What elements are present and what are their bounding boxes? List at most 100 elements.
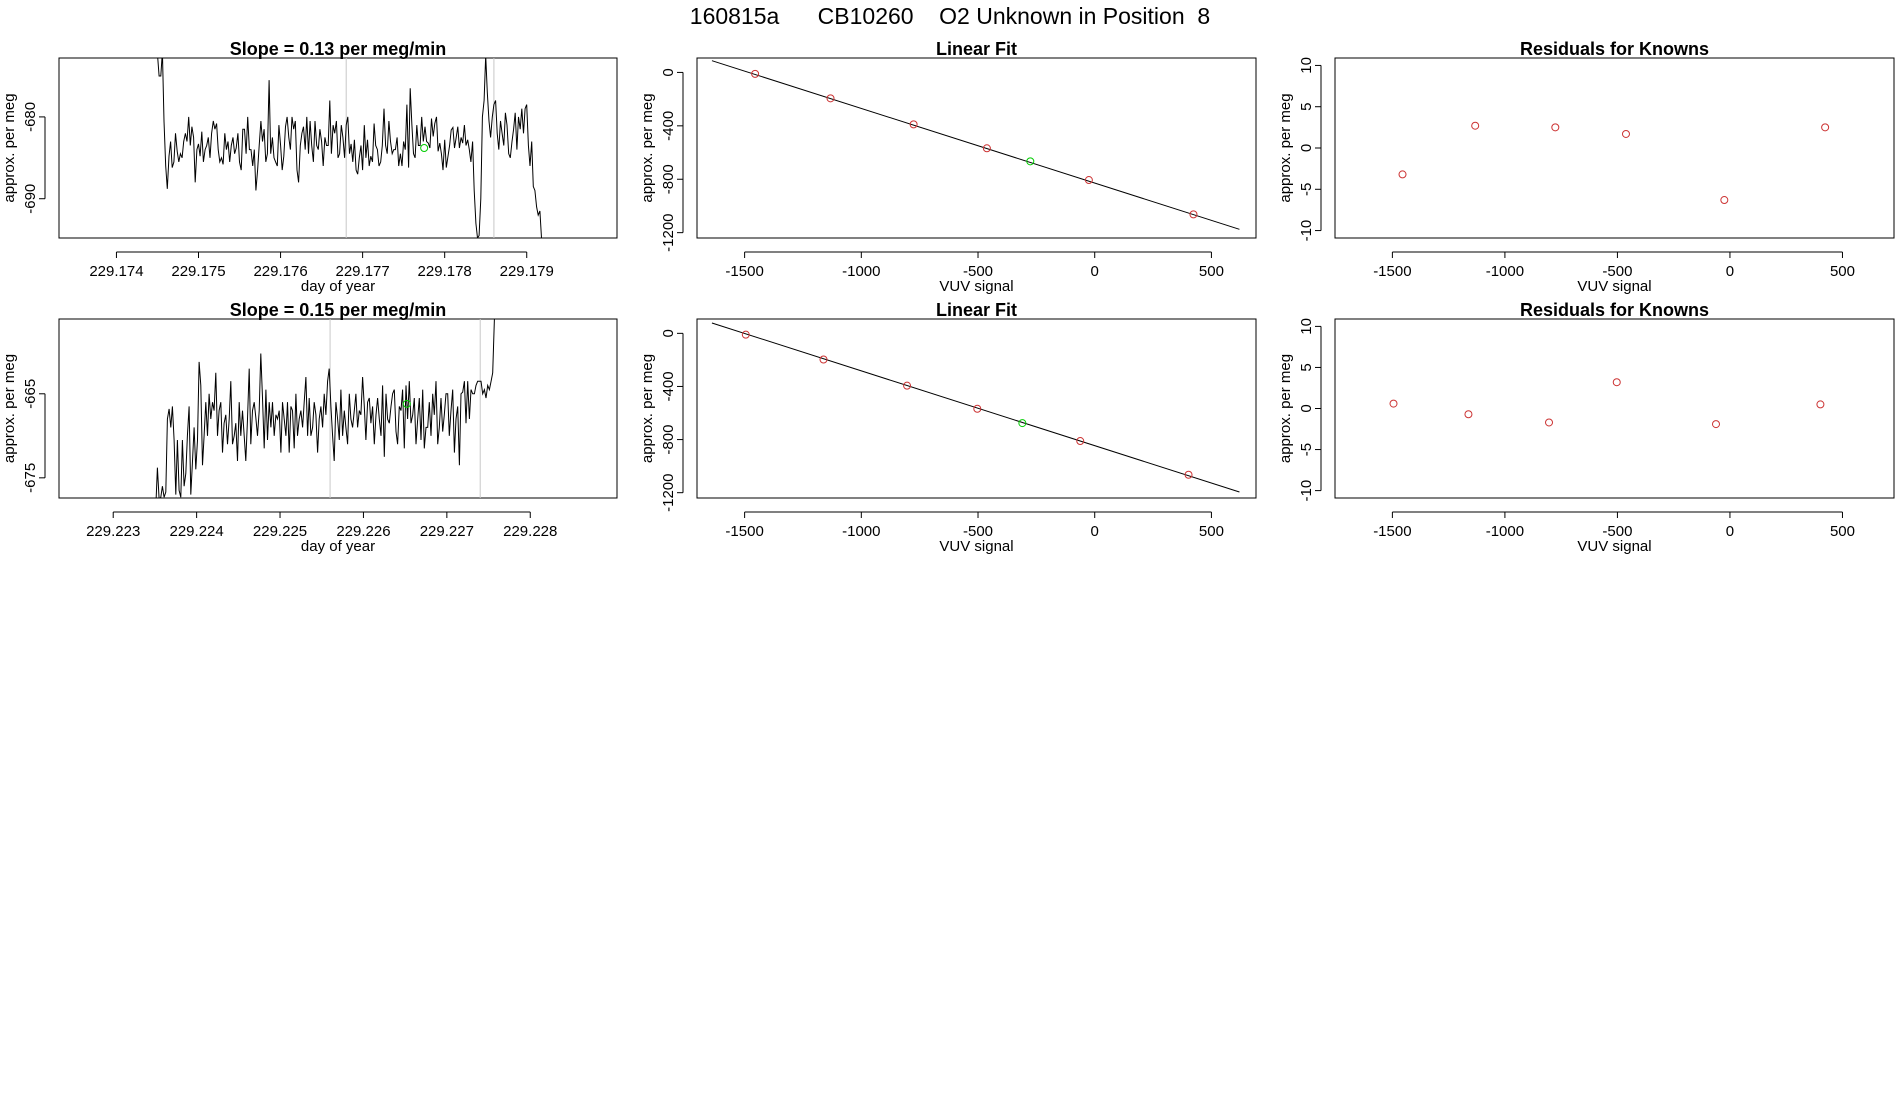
known-point: [1184, 470, 1193, 479]
x-tick-label: 229.224: [170, 523, 224, 540]
known-point: [1084, 176, 1093, 185]
y-tick-label: 0: [1298, 404, 1315, 412]
known-point: [982, 144, 991, 153]
x-tick-label: 229.226: [336, 523, 390, 540]
known-point: [903, 381, 912, 390]
known-point: [973, 404, 982, 413]
x-axis-label: VUV signal: [1577, 278, 1651, 295]
x-tick-label: -1500: [725, 263, 763, 280]
y-tick-label: -675: [22, 463, 39, 493]
y-tick-label: -10: [1298, 480, 1315, 502]
x-tick-label: -1000: [842, 523, 880, 540]
y-axis-label: approx. per meg: [1, 93, 18, 202]
plot-area: [711, 60, 1240, 230]
known-point: [1816, 400, 1825, 409]
known-point: [1720, 196, 1729, 205]
figure-title: 160815a CB10260 O2 Unknown in Position 8: [689, 3, 1211, 29]
known-point: [1398, 170, 1407, 179]
plot-area: [711, 322, 1240, 493]
panel-residuals-1: Residuals for Knowns -1500 -1000 -500 0 500 VU…: [1277, 39, 1895, 295]
x-tick-label: -1500: [725, 523, 763, 540]
x-tick-label: 0: [1726, 263, 1734, 280]
known-point: [1621, 129, 1630, 138]
panel-linear-fit-1: Linear Fit -1500 -1000 -500 0 500 VUV signal 0 -…: [639, 39, 1257, 295]
plot-area: [1398, 121, 1830, 205]
known-point: [1545, 418, 1554, 427]
panel-title: Linear Fit: [936, 300, 1017, 320]
fit-line: [711, 322, 1240, 493]
y-axis-label: approx. per meg: [639, 354, 656, 463]
x-tick-label: -500: [963, 523, 993, 540]
y-tick-label: -400: [660, 111, 677, 141]
y-axis-label: approx. per meg: [639, 93, 656, 202]
y-tick-label: -1200: [660, 474, 677, 512]
x-axis-label: VUV signal: [939, 278, 1013, 295]
y-tick-label: -5: [1298, 443, 1315, 456]
known-point: [819, 355, 828, 364]
x-tick-label: 229.227: [420, 523, 474, 540]
panel-title: Slope = 0.13 per meg/min: [230, 39, 447, 59]
x-tick-label: 500: [1830, 523, 1855, 540]
x-tick-label: 229.225: [253, 523, 307, 540]
y-axis-label: approx. per meg: [1277, 93, 1294, 202]
panel-stability-1: Slope = 0.13 per meg/min 229.174 229.175 22…: [1, 39, 618, 295]
known-point: [1821, 123, 1830, 132]
known-point: [1551, 123, 1560, 132]
fit-line: [711, 60, 1240, 230]
plot-area: [157, 58, 542, 238]
y-tick-label: -800: [660, 425, 677, 455]
plot-frame: [1334, 318, 1895, 499]
panel-title: Linear Fit: [936, 39, 1017, 59]
x-tick-label: 500: [1830, 263, 1855, 280]
known-point: [751, 69, 760, 78]
plot-frame: [58, 57, 618, 239]
known-point: [909, 120, 918, 129]
y-tick-label: -1200: [660, 213, 677, 251]
y-axis-label: approx. per meg: [1277, 354, 1294, 463]
x-tick-label: 229.174: [89, 263, 143, 280]
x-tick-label: -500: [1602, 523, 1632, 540]
x-axis-label: VUV signal: [939, 538, 1013, 555]
known-point: [1471, 121, 1480, 130]
y-tick-label: -400: [660, 371, 677, 401]
known-point: [1076, 437, 1085, 446]
known-point: [1389, 399, 1398, 408]
x-tick-label: 500: [1199, 523, 1224, 540]
x-tick-label: -1500: [1373, 523, 1411, 540]
y-tick-label: 10: [1298, 57, 1315, 74]
x-tick-label: -1500: [1373, 263, 1411, 280]
y-tick-label: -690: [22, 184, 39, 214]
x-axis-label: day of year: [301, 278, 375, 295]
unknown-point: [1018, 419, 1027, 428]
known-point: [826, 94, 835, 103]
x-tick-label: 0: [1726, 523, 1734, 540]
x-axis-label: day of year: [301, 538, 375, 555]
y-tick-label: 0: [660, 329, 677, 337]
x-tick-label: 229.178: [418, 263, 472, 280]
panel-title: Residuals for Knowns: [1520, 300, 1709, 320]
y-tick-label: 0: [660, 68, 677, 76]
x-tick-label: 229.177: [336, 263, 390, 280]
known-point: [1189, 210, 1198, 219]
unknown-point: [402, 399, 411, 408]
x-tick-label: -1000: [1486, 263, 1524, 280]
plot-frame: [696, 57, 1257, 239]
x-tick-label: 0: [1091, 263, 1099, 280]
x-tick-label: 229.176: [253, 263, 307, 280]
x-tick-label: 229.179: [500, 263, 554, 280]
panel-linear-fit-2: Linear Fit -1500 -1000 -500 0 500 VUV signal 0 -…: [639, 300, 1257, 555]
x-tick-label: -1000: [1486, 523, 1524, 540]
x-tick-label: 500: [1199, 263, 1224, 280]
y-axis-label: approx. per meg: [1, 354, 18, 463]
x-tick-label: -1000: [842, 263, 880, 280]
signal-trace: [157, 58, 542, 238]
x-tick-label: 229.175: [171, 263, 225, 280]
y-tick-label: -5: [1298, 183, 1315, 196]
y-tick-label: 10: [1298, 318, 1315, 335]
panel-title: Residuals for Knowns: [1520, 39, 1709, 59]
y-tick-label: -665: [22, 379, 39, 409]
y-tick-label: -680: [22, 102, 39, 132]
plot-area: [122, 319, 495, 498]
x-axis-label: VUV signal: [1577, 538, 1651, 555]
